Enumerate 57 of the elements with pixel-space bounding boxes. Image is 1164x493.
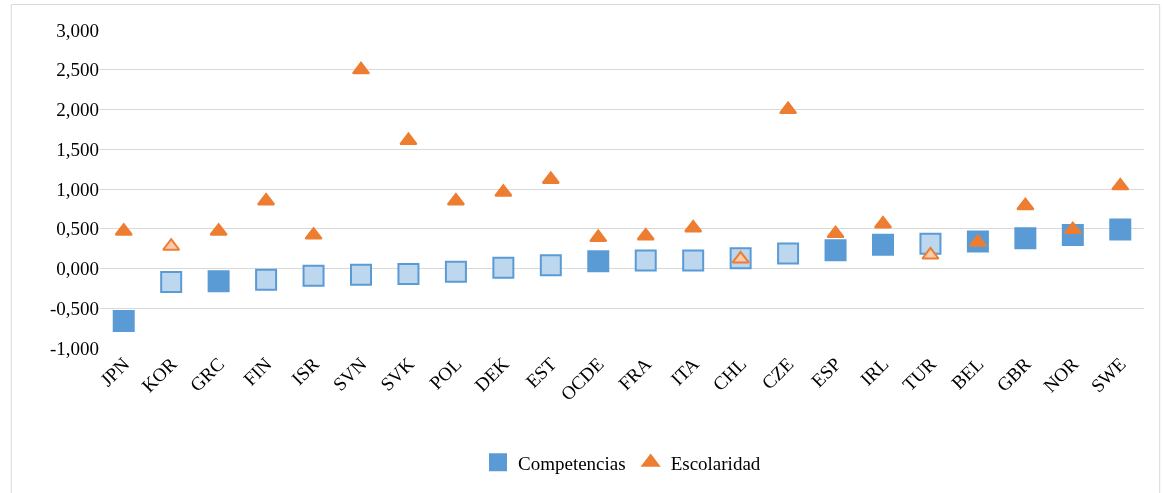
point (539, 254, 562, 277)
point (1014, 227, 1037, 250)
y-tick-label: 2,000 (56, 99, 99, 121)
point (446, 192, 465, 206)
point (350, 263, 372, 286)
x-tick-label: EST (521, 352, 561, 392)
point (397, 263, 420, 286)
point (731, 250, 750, 264)
x-tick-label: BEL (947, 353, 988, 394)
point (634, 249, 657, 272)
point (207, 270, 230, 293)
x-tick-label: JPN (96, 353, 134, 391)
point (492, 256, 515, 279)
point (1016, 197, 1035, 211)
x-tick-label: CZE (757, 353, 798, 394)
point (684, 219, 703, 233)
y-tick-label: 1,500 (56, 138, 99, 160)
point (444, 260, 467, 283)
y-tick-label: 3,000 (56, 19, 99, 41)
point (1063, 221, 1082, 235)
x-tick-label: ESP (807, 353, 846, 392)
legend-label: Competencias (518, 452, 626, 474)
x-tick-label: GBR (992, 352, 1036, 396)
y-tick-label: -1,000 (49, 337, 99, 359)
y-tick-label: -0,500 (49, 297, 99, 319)
point (777, 242, 800, 265)
point (160, 271, 183, 294)
x-tick-label: CHL (708, 353, 751, 395)
point (921, 246, 940, 260)
x-tick-label: FIN (239, 353, 276, 390)
point (636, 227, 655, 241)
x-tick-label: POL (425, 353, 466, 394)
x-tick-label: IRL (856, 353, 893, 390)
point (112, 309, 135, 332)
y-tick-label: 1,000 (56, 178, 99, 200)
x-tick-label: ITA (666, 353, 703, 390)
y-tick-label: 2,500 (56, 59, 99, 81)
point (351, 61, 371, 75)
x-tick-label: FRA (614, 353, 656, 395)
point (587, 250, 610, 273)
point (302, 264, 325, 287)
x-tick-label: ISR (287, 352, 324, 389)
y-tick-label: 0,000 (56, 258, 99, 280)
x-tick-label: TUR (898, 352, 941, 395)
point (399, 132, 418, 146)
point (1109, 218, 1132, 241)
legend-label: Escolaridad (670, 452, 761, 474)
point (255, 268, 278, 291)
point (873, 215, 893, 229)
point (826, 225, 845, 239)
point (1111, 177, 1130, 191)
point (682, 249, 705, 272)
y-tick-label: 0,500 (56, 218, 99, 240)
x-tick-label: GRC (185, 353, 229, 396)
point (824, 239, 847, 262)
point (872, 233, 894, 256)
point (257, 192, 276, 206)
